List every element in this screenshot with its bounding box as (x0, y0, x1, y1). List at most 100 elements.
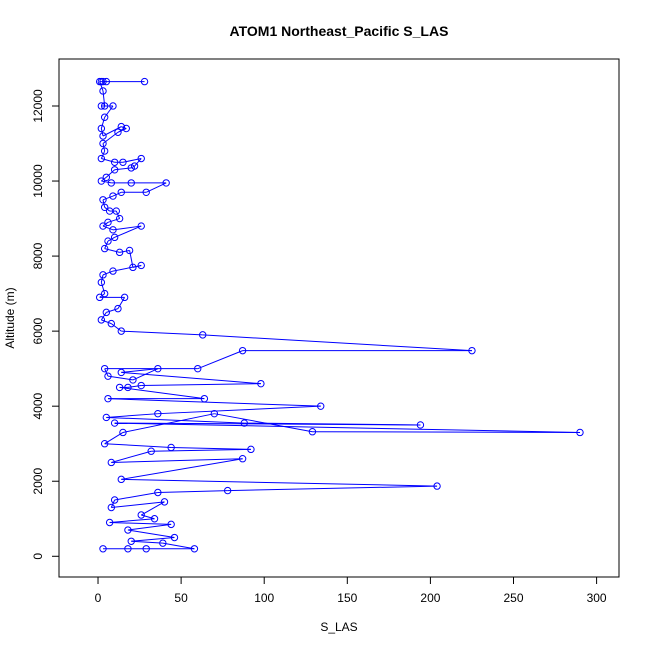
x-tick-label: 100 (254, 591, 274, 605)
data-point (97, 154, 106, 163)
y-tick-label: 2000 (31, 468, 45, 495)
data-point (95, 77, 104, 86)
y-axis-label: Altitude (m) (3, 287, 17, 348)
series-segment (112, 264, 142, 272)
series-segment (119, 386, 205, 400)
x-axis-label: S_LAS (320, 620, 357, 634)
y-tick-label: 10000 (31, 164, 45, 198)
data-point (102, 413, 111, 422)
series-segment (104, 368, 109, 377)
series-segment (100, 312, 107, 321)
series-segment (100, 150, 106, 159)
series-segment (157, 490, 228, 493)
x-tick-label: 150 (337, 591, 357, 605)
data-point (97, 278, 106, 287)
data-point (127, 537, 135, 545)
data-point (104, 394, 112, 403)
data-point (110, 233, 119, 242)
data-point (137, 261, 145, 270)
data-point (114, 128, 122, 136)
series-segment (202, 334, 472, 352)
series-segment (114, 225, 142, 238)
data-point (124, 545, 132, 553)
series-segment (111, 501, 165, 508)
data-point (97, 102, 106, 110)
data-point (115, 383, 124, 392)
series-segment (121, 368, 158, 373)
data-point (238, 346, 247, 355)
data-point (97, 124, 106, 133)
series-segment (117, 297, 126, 309)
series-segment (121, 478, 438, 487)
series-segment (102, 143, 106, 152)
y-tick-label: 4000 (31, 393, 45, 420)
series-segment (131, 537, 175, 542)
data-point (238, 455, 247, 463)
series-segment (114, 491, 158, 501)
data-point (117, 368, 125, 377)
data-point (110, 166, 119, 174)
data-point (99, 545, 107, 553)
data-point (114, 304, 122, 313)
data-point (117, 188, 125, 196)
data-point (199, 331, 207, 339)
data-point (194, 364, 202, 373)
data-point (162, 179, 170, 187)
data-point (129, 263, 137, 272)
series-segment (109, 522, 172, 525)
data-point (99, 139, 107, 148)
data-point (150, 515, 159, 523)
data-point (104, 218, 112, 227)
data-point (97, 177, 106, 185)
series-segment (107, 375, 133, 381)
x-tick-label: 200 (420, 591, 440, 605)
data-point (147, 447, 155, 455)
series-segment (115, 210, 121, 219)
data-point (154, 488, 162, 497)
data-point (100, 244, 109, 253)
series-segment (197, 350, 243, 370)
data-point (124, 383, 132, 392)
series-segment (106, 416, 245, 424)
series-segment (214, 413, 313, 433)
data-point (154, 409, 162, 418)
data-point (102, 308, 111, 317)
series-segment (109, 518, 155, 524)
x-tick-label: 50 (174, 591, 188, 605)
series-segment (104, 240, 109, 249)
data-point (122, 124, 130, 133)
series-lines (99, 81, 580, 550)
series-segment (107, 398, 321, 407)
data-point (137, 381, 145, 390)
series-segment (141, 514, 155, 520)
y-tick-label: 0 (31, 553, 45, 560)
data-point (100, 113, 109, 121)
data-point (119, 428, 127, 437)
series-segment (101, 158, 115, 163)
y-tick-label: 6000 (31, 317, 45, 344)
data-point (125, 246, 134, 255)
series-segment (117, 128, 127, 133)
series-segment (105, 169, 115, 178)
data-point (247, 445, 255, 454)
series-segment (107, 236, 115, 242)
series-segment (112, 191, 122, 197)
data-point (154, 364, 162, 373)
data-point (160, 498, 169, 506)
series-segment (112, 225, 142, 231)
data-point (100, 440, 109, 448)
data-point (140, 77, 149, 86)
data-point (100, 289, 109, 298)
data-point (257, 379, 265, 388)
data-point (100, 203, 109, 212)
data-point (112, 207, 121, 215)
series-segment (106, 413, 158, 418)
data-point (117, 122, 125, 131)
series-segment (104, 443, 172, 448)
chart-title: ATOM1 Northeast_Pacific S_LAS (230, 23, 449, 39)
data-point (97, 316, 106, 324)
series-points (95, 77, 584, 553)
series-segment (121, 126, 127, 129)
series-segment (171, 446, 251, 450)
series-segment (100, 274, 104, 283)
